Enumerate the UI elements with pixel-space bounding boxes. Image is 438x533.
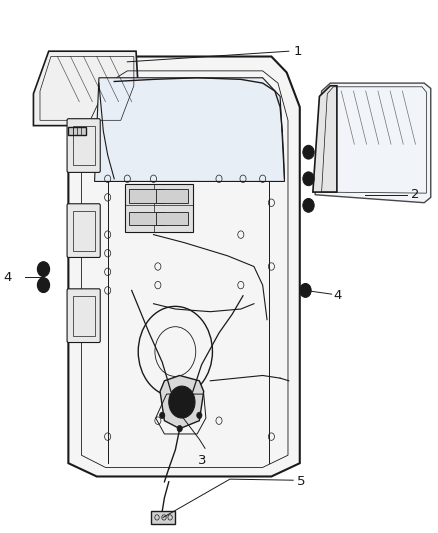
Text: 3: 3 [198, 454, 207, 466]
Circle shape [37, 262, 49, 277]
FancyBboxPatch shape [67, 204, 100, 257]
Circle shape [197, 412, 202, 418]
Bar [155, 212, 188, 225]
Circle shape [303, 172, 314, 185]
Text: 4: 4 [4, 271, 12, 284]
Bar [155, 189, 188, 203]
Bar [130, 189, 164, 203]
Text: 5: 5 [297, 475, 305, 488]
Text: 2: 2 [411, 188, 420, 201]
Circle shape [300, 284, 311, 297]
Polygon shape [125, 184, 193, 232]
Bar [73, 211, 95, 251]
Polygon shape [151, 511, 175, 524]
Bar [73, 296, 95, 336]
Bar [73, 126, 95, 165]
Polygon shape [313, 86, 337, 192]
FancyBboxPatch shape [67, 119, 100, 172]
Circle shape [303, 198, 314, 212]
Circle shape [169, 386, 195, 418]
Polygon shape [68, 56, 300, 477]
Text: 4: 4 [333, 289, 342, 302]
Polygon shape [160, 375, 204, 429]
Circle shape [37, 278, 49, 293]
Polygon shape [315, 83, 431, 203]
Polygon shape [33, 51, 138, 126]
Circle shape [303, 146, 314, 159]
FancyBboxPatch shape [67, 289, 100, 343]
Text: 1: 1 [293, 45, 302, 58]
Polygon shape [95, 78, 285, 181]
Bar [130, 212, 164, 225]
Circle shape [177, 425, 182, 432]
Polygon shape [68, 127, 86, 135]
Circle shape [159, 412, 165, 418]
